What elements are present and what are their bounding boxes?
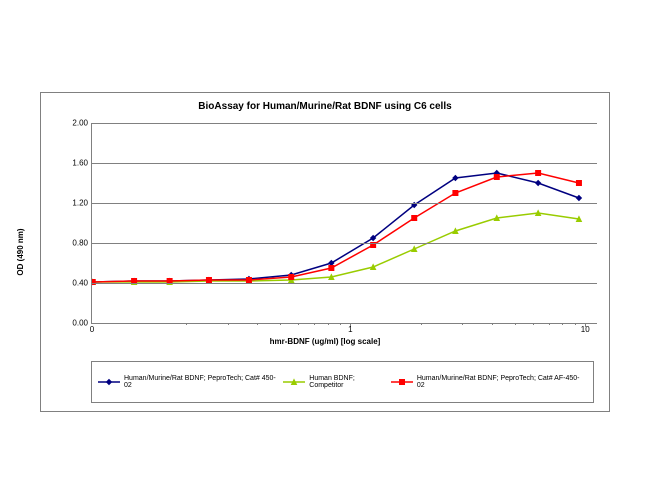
legend-swatch xyxy=(391,377,413,387)
x-minor-tick xyxy=(186,323,187,325)
series-marker xyxy=(576,196,581,201)
series-marker xyxy=(536,181,541,186)
x-minor-tick xyxy=(298,323,299,325)
y-axis-title: OD (490 nm) xyxy=(16,228,25,275)
gridline-h xyxy=(92,243,597,244)
x-tick-label: 10 xyxy=(581,325,590,334)
series-marker xyxy=(412,216,417,221)
legend-item: Human/Murine/Rat BDNF; PeproTech; Cat# 4… xyxy=(98,375,283,389)
legend-swatch xyxy=(98,377,120,387)
y-tick-label: 1.60 xyxy=(62,159,88,168)
x-minor-tick xyxy=(515,323,516,325)
x-minor-tick xyxy=(462,323,463,325)
series-marker xyxy=(536,211,541,216)
x-minor-tick xyxy=(492,323,493,325)
x-minor-tick xyxy=(340,323,341,325)
series-marker xyxy=(576,181,581,186)
chart-title: BioAssay for Human/Murine/Rat BDNF using… xyxy=(41,101,609,112)
series-marker xyxy=(494,175,499,180)
legend: Human/Murine/Rat BDNF; PeproTech; Cat# 4… xyxy=(91,361,594,403)
series-marker xyxy=(494,216,499,221)
series-marker xyxy=(371,265,376,270)
legend-icon xyxy=(98,377,120,387)
x-minor-tick xyxy=(533,323,534,325)
series-line xyxy=(93,173,579,282)
legend-label: Human BDNF; Competitor xyxy=(309,375,391,389)
gridline-h xyxy=(92,123,597,124)
plot-area: 0.000.400.801.201.602.000110 xyxy=(91,123,597,324)
series-line xyxy=(93,213,579,282)
series-marker xyxy=(536,171,541,176)
chart-frame: BioAssay for Human/Murine/Rat BDNF using… xyxy=(40,92,610,412)
gridline-h xyxy=(92,203,597,204)
series-marker xyxy=(329,266,334,271)
y-tick-label: 0.80 xyxy=(62,239,88,248)
x-minor-tick xyxy=(421,323,422,325)
series-marker xyxy=(412,247,417,252)
y-tick-label: 0.00 xyxy=(62,319,88,328)
x-minor-tick xyxy=(562,323,563,325)
legend-item: Human BDNF; Competitor xyxy=(283,375,391,389)
x-minor-tick xyxy=(257,323,258,325)
series-marker xyxy=(246,278,251,283)
x-tick-label: 0 xyxy=(90,325,94,334)
legend-item: Human/Murine/Rat BDNF; PeproTech; Cat# A… xyxy=(391,375,587,389)
gridline-h xyxy=(92,163,597,164)
series-marker xyxy=(206,278,211,283)
x-minor-tick xyxy=(314,323,315,325)
x-axis-title: hmr-BDNF (ug/ml) [log scale] xyxy=(41,337,609,346)
y-tick-label: 1.20 xyxy=(62,199,88,208)
x-tick-label: 1 xyxy=(348,325,352,334)
x-minor-tick xyxy=(549,323,550,325)
legend-label: Human/Murine/Rat BDNF; PeproTech; Cat# 4… xyxy=(124,375,283,389)
legend-icon xyxy=(283,377,305,387)
y-tick-label: 0.40 xyxy=(62,279,88,288)
x-minor-tick xyxy=(280,323,281,325)
x-minor-tick xyxy=(328,323,329,325)
x-minor-tick xyxy=(575,323,576,325)
legend-label: Human/Murine/Rat BDNF; PeproTech; Cat# A… xyxy=(417,375,587,389)
series-marker xyxy=(289,275,294,280)
y-tick-label: 2.00 xyxy=(62,119,88,128)
legend-icon xyxy=(391,377,413,387)
x-minor-tick xyxy=(228,323,229,325)
chart-svg xyxy=(92,123,597,323)
series-marker xyxy=(453,229,458,234)
series-marker xyxy=(329,275,334,280)
gridline-h xyxy=(92,283,597,284)
legend-swatch xyxy=(283,377,305,387)
series-marker xyxy=(453,191,458,196)
series-marker xyxy=(576,217,581,222)
